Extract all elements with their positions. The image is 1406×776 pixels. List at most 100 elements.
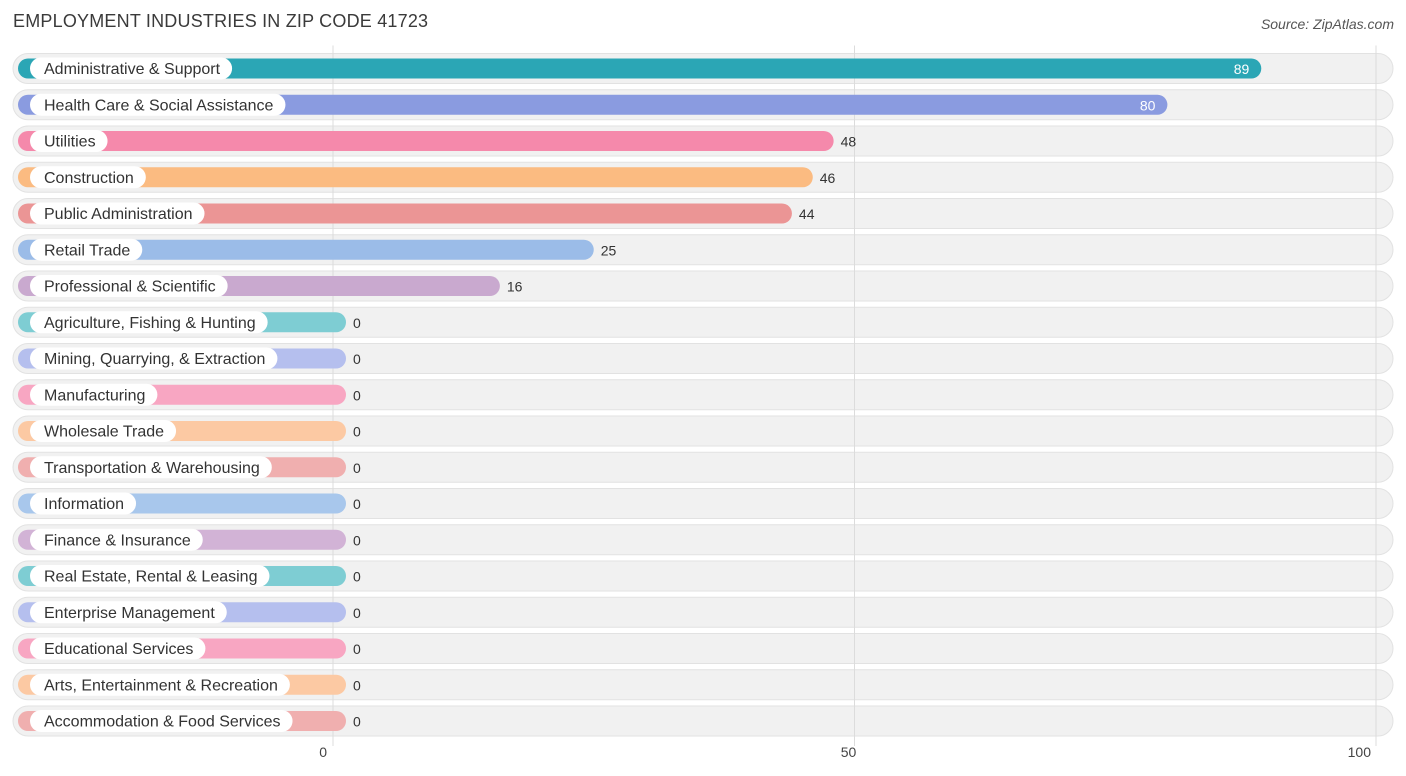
- row-background: [12, 560, 1394, 592]
- category-label: Educational Services: [44, 641, 193, 658]
- category-label: Manufacturing: [44, 387, 145, 404]
- bar-group: Arts, Entertainment & Recreation 0: [18, 673, 361, 696]
- value-label: 0: [353, 496, 361, 512]
- x-tick-label: 50: [841, 744, 857, 760]
- bar-group: Enterprise Management 0: [18, 601, 361, 624]
- category-label: Public Administration: [44, 206, 193, 223]
- category-label-pill: [30, 710, 293, 732]
- bar: [18, 131, 834, 151]
- value-label: 25: [601, 242, 617, 258]
- bar-group: Public Administration 44: [18, 202, 815, 225]
- row-background: [12, 488, 1394, 519]
- bar: [18, 58, 1262, 79]
- row-background: [12, 343, 1394, 374]
- category-label-pill: [30, 673, 290, 696]
- category-label-pill: [30, 456, 272, 479]
- x-tick-label: 0: [319, 744, 327, 760]
- category-label: Real Estate, Rental & Leasing: [44, 569, 257, 586]
- category-label: Construction: [44, 170, 134, 187]
- category-label-pill: [30, 565, 270, 587]
- category-label-pill: [30, 93, 286, 116]
- value-label: 0: [353, 605, 361, 621]
- category-label: Professional & Scientific: [44, 279, 216, 296]
- category-label-pill: [30, 347, 278, 370]
- value-label: 46: [820, 170, 836, 186]
- bar: [18, 167, 813, 188]
- category-label-pill: [30, 601, 227, 624]
- bar-group: Retail Trade 25: [18, 238, 617, 261]
- bar-group: Health Care & Social Assistance 80: [18, 93, 1168, 116]
- value-label: 80: [1140, 97, 1156, 113]
- category-label-pill: [30, 637, 206, 660]
- value-label: 0: [353, 424, 361, 440]
- value-label: 48: [841, 134, 857, 150]
- category-label-pill: [30, 275, 228, 297]
- value-label: 0: [353, 387, 361, 403]
- bar-group: Manufacturing 0: [18, 383, 361, 406]
- row-background: [12, 415, 1394, 447]
- bar-group: Educational Services 0: [18, 637, 361, 660]
- category-label-pill: [30, 420, 177, 442]
- bars: Administrative & Support 89 Health Care & …: [18, 57, 1262, 732]
- category-label-pill: [30, 166, 146, 189]
- bar-group: Construction 46: [18, 166, 836, 189]
- category-label-pill: [30, 311, 268, 334]
- bar-group: Mining, Quarrying, & Extraction 0: [18, 347, 361, 370]
- chart-title: EMPLOYMENT INDUSTRIES IN ZIP CODE 41723: [13, 11, 429, 31]
- bar: [18, 94, 1168, 115]
- value-label: 0: [353, 351, 361, 367]
- category-label-pill: [30, 383, 158, 406]
- category-label: Retail Trade: [44, 242, 130, 259]
- category-label: Arts, Entertainment & Recreation: [44, 677, 278, 694]
- bar-group: Information 0: [18, 492, 361, 515]
- category-label-pill: [30, 202, 205, 225]
- value-label: 0: [353, 714, 361, 730]
- x-axis-ticks: 0 50 100: [319, 744, 1371, 760]
- category-label: Transportation & Warehousing: [44, 460, 260, 477]
- category-label-pill: [30, 57, 233, 80]
- value-label: 44: [799, 206, 815, 222]
- value-label: 0: [353, 532, 361, 548]
- value-label: 0: [353, 677, 361, 693]
- value-label: 89: [1234, 61, 1250, 77]
- bar: [18, 239, 594, 260]
- bar-group: Administrative & Support 89: [18, 57, 1262, 80]
- bar-group: Finance & Insurance 0: [18, 528, 361, 551]
- bar-group: Agriculture, Fishing & Hunting 0: [18, 311, 361, 334]
- category-label: Enterprise Management: [44, 605, 215, 622]
- category-label: Administrative & Support: [44, 61, 221, 78]
- row-background: [12, 705, 1394, 737]
- category-label: Accommodation & Food Services: [44, 714, 281, 731]
- bar-group: Transportation & Warehousing 0: [18, 456, 361, 479]
- bar-group: Professional & Scientific 16: [18, 275, 523, 297]
- row-background: [12, 379, 1394, 411]
- bar-group: Accommodation & Food Services 0: [18, 710, 361, 732]
- row-background: [12, 633, 1394, 664]
- category-label-pill: [30, 528, 203, 551]
- value-label: 0: [353, 569, 361, 585]
- value-label: 16: [507, 279, 523, 295]
- row-background: [12, 306, 1394, 338]
- value-label: 0: [353, 460, 361, 476]
- category-label: Wholesale Trade: [44, 424, 164, 441]
- category-label: Health Care & Social Assistance: [44, 97, 274, 114]
- category-label: Agriculture, Fishing & Hunting: [44, 315, 256, 332]
- bar: [18, 203, 792, 224]
- chart-source: Source: ZipAtlas.com: [1260, 16, 1394, 32]
- category-label-pill: [30, 238, 143, 261]
- value-label: 0: [353, 641, 361, 657]
- category-label-pill: [30, 492, 137, 515]
- row-background: [12, 669, 1394, 701]
- category-label: Finance & Insurance: [44, 532, 191, 549]
- row-background: [12, 524, 1394, 556]
- category-label: Utilities: [44, 134, 96, 151]
- bar-group: Real Estate, Rental & Leasing 0: [18, 565, 361, 587]
- bar-group: Utilities 48: [18, 130, 856, 152]
- category-label: Mining, Quarrying, & Extraction: [44, 351, 265, 368]
- x-tick-label: 100: [1348, 744, 1372, 760]
- row-background: [12, 451, 1394, 483]
- bar-group: Wholesale Trade 0: [18, 420, 361, 442]
- category-label: Information: [44, 496, 124, 513]
- value-label: 0: [353, 315, 361, 331]
